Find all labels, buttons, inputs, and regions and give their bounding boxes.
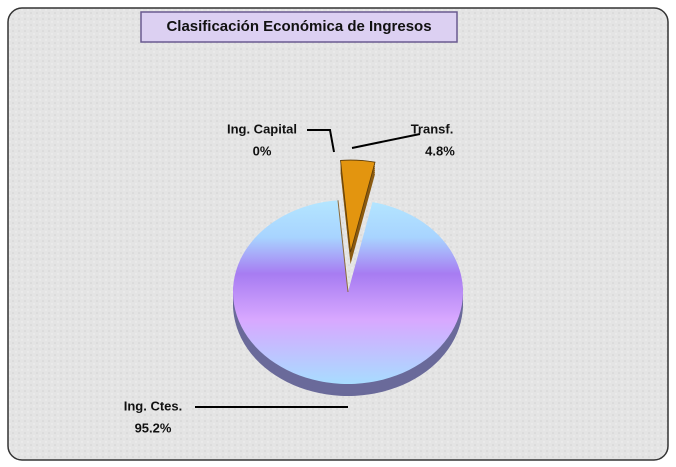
slice-value-label: 4.8%	[425, 143, 455, 158]
title-box	[140, 11, 458, 43]
pie-slice	[340, 159, 376, 253]
pie-slice	[337, 200, 349, 293]
pie-slice-group	[232, 200, 464, 397]
chart-title: Clasificación Económica de Ingresos	[166, 18, 431, 35]
slice-label: Ing. Ctes.	[124, 398, 183, 413]
pie-slice	[233, 200, 464, 385]
pie-slice-group	[340, 159, 376, 265]
slice-label: Transf.	[411, 121, 454, 136]
leader-line	[307, 129, 335, 153]
leader-line	[351, 133, 421, 149]
slice-value-label: 0%	[253, 143, 272, 158]
slice-label: Ing. Capital	[227, 121, 297, 136]
slice-value-label: 95.2%	[135, 420, 172, 435]
pie-slice-group	[337, 200, 349, 293]
